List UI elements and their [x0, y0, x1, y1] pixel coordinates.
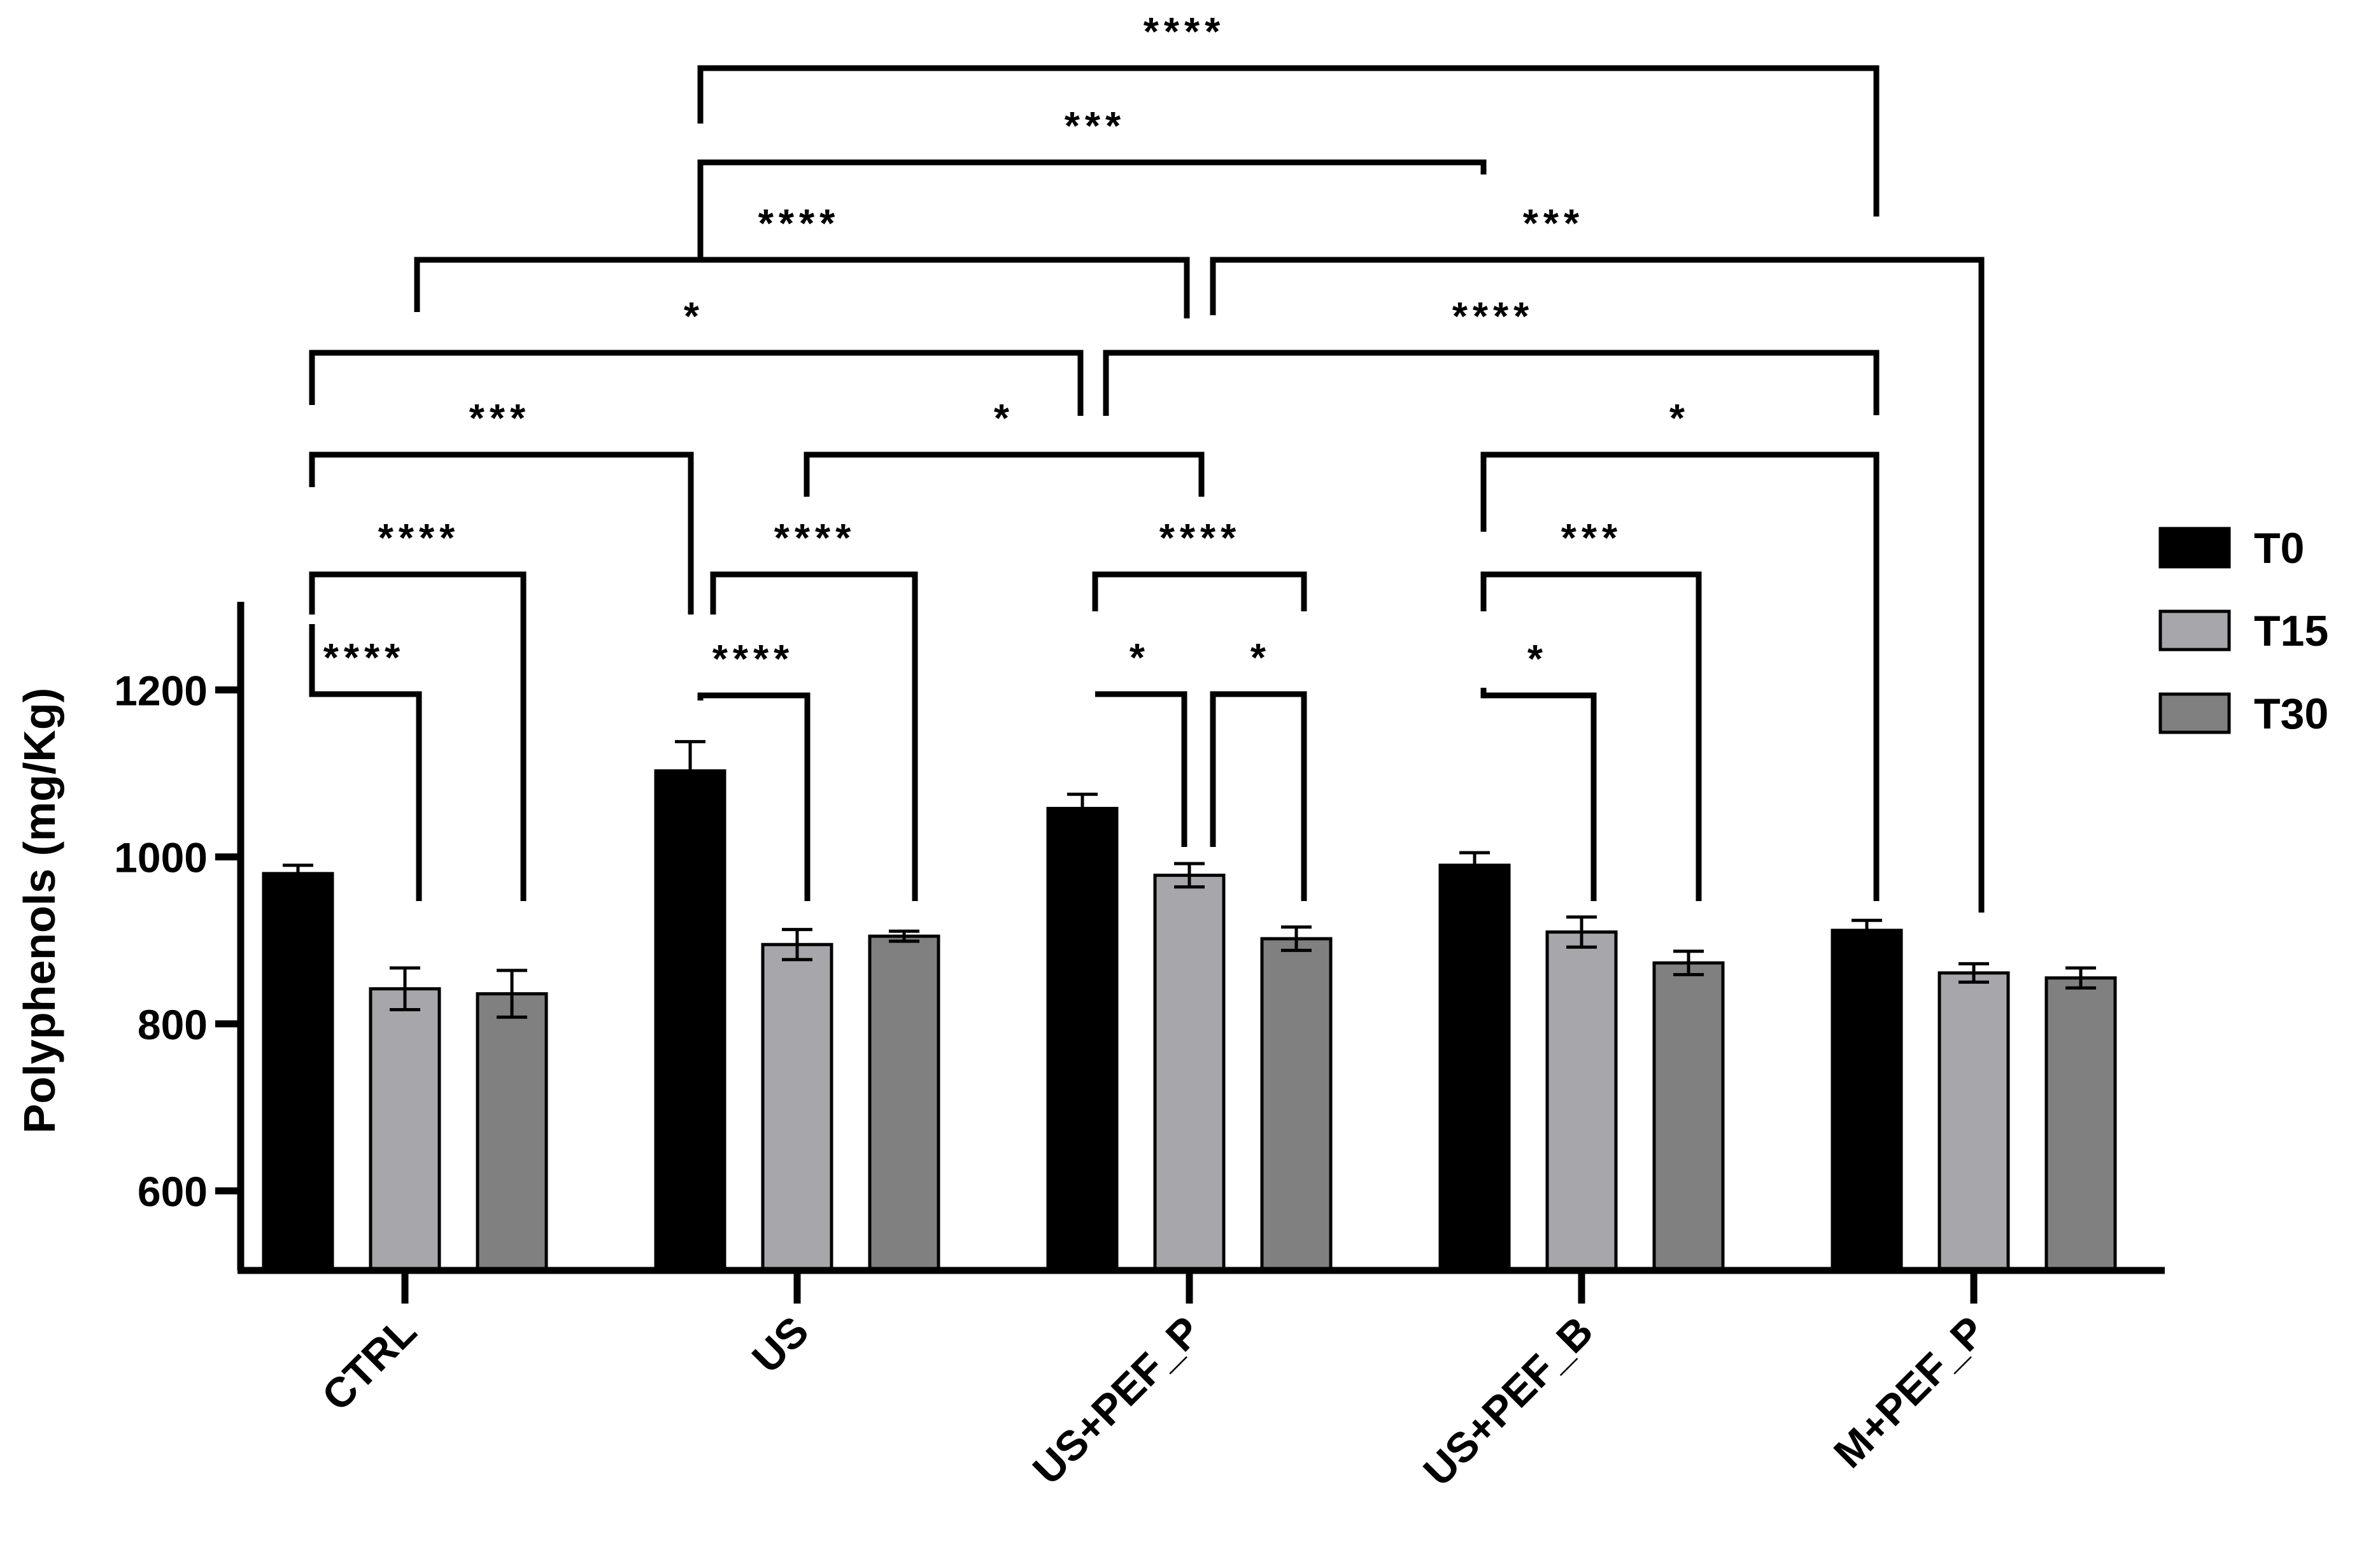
- x-tick-label: M+PEF_P: [1825, 1307, 1994, 1477]
- significance-label: ****: [1452, 295, 1534, 339]
- bar-us-pef-p-t0: [1046, 807, 1119, 1272]
- bar-us-pef-p-t30: [1260, 937, 1333, 1272]
- bar-ctrl-t0: [262, 872, 334, 1272]
- significance-label: *: [1669, 397, 1690, 441]
- significance-bracket-4: [414, 257, 1190, 318]
- significance-label: ***: [1065, 104, 1126, 148]
- significance-bracket-9: [697, 159, 1487, 210]
- bar-us-t15: [761, 942, 833, 1272]
- significance-bracket-17: [1480, 571, 1702, 901]
- significance-bracket-14: [1103, 350, 1880, 416]
- y-tick-label: 1200: [114, 667, 208, 714]
- y-tick-label: 600: [138, 1168, 208, 1215]
- significance-label: ****: [323, 636, 406, 680]
- y-axis-title: Polyphenols (mg/Kg): [15, 688, 64, 1134]
- significance-label: *: [1527, 637, 1548, 681]
- significance-label: *: [684, 295, 704, 339]
- error-bar-1-0: [675, 740, 705, 802]
- x-tick-label: US+PEF_B: [1414, 1307, 1602, 1495]
- significance-label: ****: [758, 202, 840, 246]
- error-bar-4-0: [1852, 918, 1882, 942]
- x-tick-label: US+PEF_P: [1024, 1307, 1210, 1493]
- bar-us-t0: [654, 769, 726, 1272]
- legend-label: T0: [2254, 524, 2304, 572]
- significance-bracket-16: [1480, 688, 1597, 901]
- bar-us-t30: [868, 934, 940, 1272]
- error-bar-0-2: [497, 969, 527, 1019]
- significance-bracket-0: [309, 624, 422, 901]
- bar-m-pef-p-t30: [2044, 976, 2117, 1272]
- significance-bracket-3: [309, 350, 1084, 416]
- significance-label: *: [1130, 636, 1150, 680]
- significance-bracket-7: [804, 452, 1205, 497]
- bar-m-pef-p-t0: [1831, 928, 1903, 1272]
- significance-label: *: [994, 397, 1014, 441]
- significance-label: ****: [774, 516, 856, 560]
- significance-label: ***: [1523, 202, 1584, 246]
- significance-bracket-15: [1210, 257, 1985, 913]
- significance-bracket-12: [1210, 691, 1307, 901]
- legend-swatch-t15: [2158, 609, 2231, 651]
- x-tick-label: US: [743, 1307, 818, 1382]
- error-bar-1-1: [782, 928, 812, 962]
- significance-bracket-5: [697, 692, 811, 901]
- significance-label: ****: [712, 637, 795, 681]
- error-bar-0-0: [283, 864, 313, 884]
- error-bar-2-2: [1281, 925, 1312, 952]
- x-tick-label: CTRL: [313, 1307, 425, 1420]
- significance-label: ***: [1561, 516, 1622, 560]
- significance-bracket-11: [1095, 691, 1187, 847]
- error-bar-0-1: [390, 966, 420, 1012]
- y-tick-label: 800: [138, 1001, 208, 1048]
- legend-label: T30: [2254, 690, 2328, 738]
- significance-bracket-8: [697, 210, 1190, 318]
- significance-bracket-13: [1092, 571, 1307, 611]
- significance-label: ****: [1144, 10, 1226, 54]
- bar-us-pef-b-t0: [1438, 864, 1511, 1272]
- significance-label: *: [1250, 636, 1271, 680]
- significance-bracket-18: [1480, 452, 1880, 901]
- significance-bracket-1: [309, 571, 527, 901]
- legend-swatch-t30: [2158, 692, 2231, 734]
- error-bar-2-0: [1067, 792, 1098, 825]
- bar-us-pef-b-t30: [1652, 961, 1725, 1272]
- significance-label: ***: [469, 397, 530, 441]
- error-bar-3-2: [1673, 949, 1704, 976]
- bar-ctrl-t15: [369, 987, 441, 1272]
- error-bar-2-1: [1174, 862, 1205, 889]
- legend-swatch-t0: [2158, 527, 2231, 569]
- error-bar-1-2: [889, 929, 919, 943]
- legend-label: T15: [2254, 607, 2328, 655]
- error-bar-4-2: [2065, 966, 2096, 990]
- error-bar-3-1: [1566, 915, 1597, 949]
- significance-label: ****: [758, 202, 840, 246]
- significance-label: ****: [378, 516, 460, 560]
- error-bar-4-1: [1959, 962, 1989, 984]
- bar-us-pef-p-t15: [1153, 873, 1226, 1272]
- significance-bracket-10: [697, 65, 1880, 217]
- significance-bracket-2: [309, 452, 694, 615]
- bar-m-pef-p-t15: [1937, 971, 2010, 1272]
- significance-bracket-6: [710, 571, 918, 901]
- y-tick-label: 1000: [114, 834, 208, 881]
- bar-us-pef-b-t15: [1545, 930, 1618, 1272]
- bar-ctrl-t30: [476, 992, 548, 1272]
- significance-label: ****: [1159, 516, 1242, 560]
- error-bar-3-0: [1459, 851, 1490, 879]
